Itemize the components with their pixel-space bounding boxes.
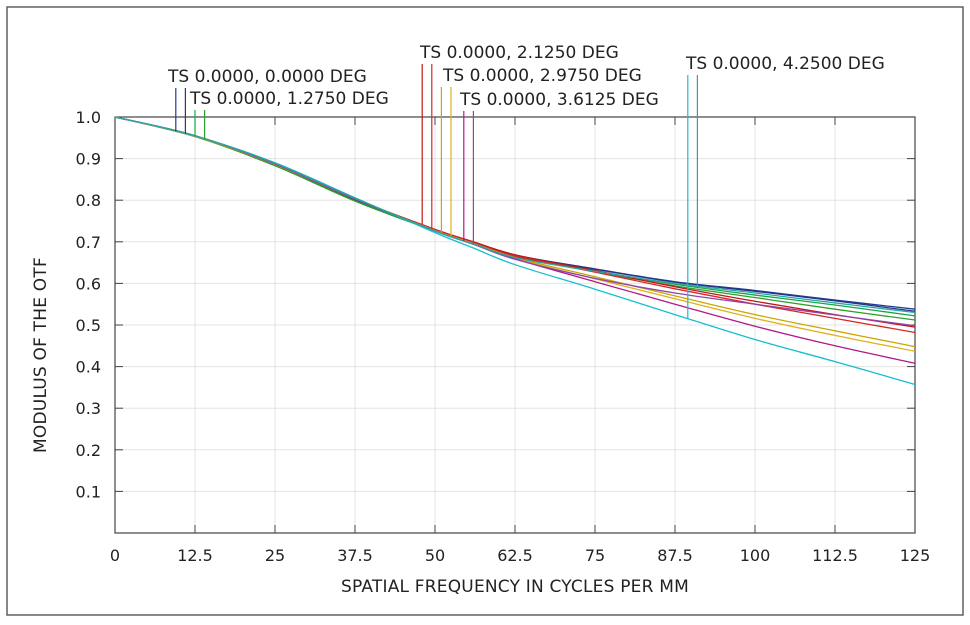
y-tick-label: 1.0 (76, 108, 101, 127)
x-tick-label: 12.5 (177, 546, 213, 565)
x-axis-title: SPATIAL FREQUENCY IN CYCLES PER MM (341, 577, 689, 597)
x-tick-label: 0 (110, 546, 120, 565)
y-tick-label: 0.8 (76, 191, 101, 210)
x-tick-label: 100 (740, 546, 771, 565)
legend-label-6: TS 0.0000, 4.2500 DEG (685, 54, 885, 74)
y-tick-label: 0.3 (76, 399, 101, 418)
legend-label-2: TS 0.0000, 1.2750 DEG (189, 89, 389, 109)
y-tick-label: 0.6 (76, 274, 101, 293)
x-tick-label: 62.5 (497, 546, 533, 565)
y-tick-label: 0.2 (76, 441, 101, 460)
legend-label-5: TS 0.0000, 3.6125 DEG (459, 90, 659, 110)
x-tick-label: 125 (900, 546, 931, 565)
x-tick-label: 112.5 (812, 546, 858, 565)
axis-ticks: 0 12.5 25 37.5 50 62.5 75 87.5 100 112.5 125 0.1 0.2… (76, 108, 931, 565)
series-line-12 (114, 116, 916, 314)
x-tick-label: 75 (585, 546, 605, 565)
legend-label-4: TS 0.0000, 2.9750 DEG (442, 66, 642, 86)
y-tick-label: 0.1 (76, 482, 101, 501)
y-tick-label: 0.5 (76, 316, 101, 335)
x-tick-label: 87.5 (657, 546, 693, 565)
x-tick-label: 25 (265, 546, 285, 565)
y-tick-label: 0.9 (76, 150, 101, 169)
series-lines (114, 116, 916, 386)
y-axis-title: MODULUS OF THE OTF (31, 257, 51, 453)
x-tick-label: 37.5 (337, 546, 373, 565)
x-tick-label: 50 (425, 546, 445, 565)
legend-label-1: TS 0.0000, 0.0000 DEG (167, 67, 367, 87)
y-tick-label: 0.7 (76, 233, 101, 252)
y-tick-label: 0.4 (76, 358, 101, 377)
legend-label-3: TS 0.0000, 2.1250 DEG (419, 43, 619, 63)
